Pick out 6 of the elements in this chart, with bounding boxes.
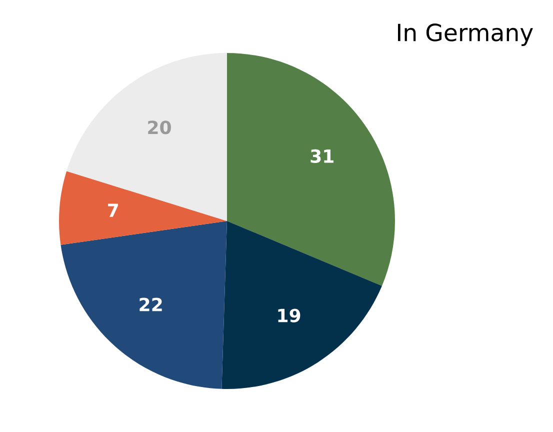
data-label: 20 [148, 120, 171, 134]
data-label: 7 [108, 204, 118, 217]
data-label: 19 [278, 308, 300, 322]
data-label: 22 [140, 298, 162, 312]
data-label: 31 [310, 149, 334, 163]
text: In Germany [398, 24, 533, 46]
